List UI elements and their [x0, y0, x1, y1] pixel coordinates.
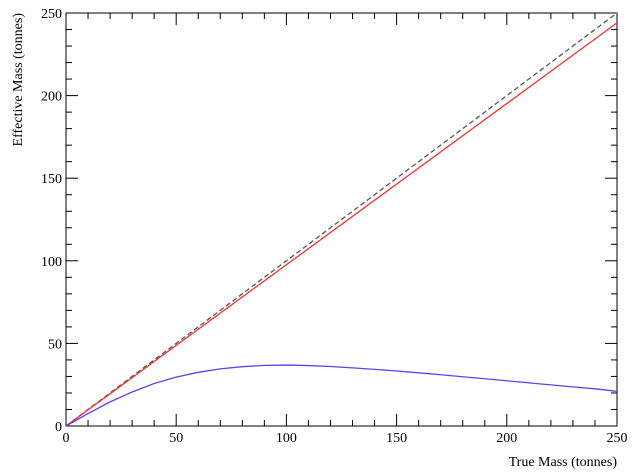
x-tick-label: 250	[607, 431, 628, 446]
y-axis-label: Effective Mass (tonnes)	[11, 13, 26, 147]
series-line-2	[65, 22, 618, 427]
y-tick-label: 100	[41, 255, 62, 270]
x-tick-label: 0	[63, 431, 70, 446]
axis-ticks	[65, 12, 618, 427]
plot-frame	[65, 12, 618, 427]
x-tick-label: 100	[276, 431, 297, 446]
x-tick-label: 50	[169, 431, 183, 446]
series-group	[65, 12, 618, 427]
y-tick-label: 150	[41, 172, 62, 187]
x-axis-label: True Mass (tonnes)	[509, 455, 618, 470]
y-tick-label: 200	[41, 90, 62, 105]
x-tick-label: 150	[386, 431, 407, 446]
y-tick-label: 0	[55, 420, 62, 435]
tick-labels: 0 50 100 150 200 250 0 50 100 150 200 250	[41, 7, 628, 446]
y-tick-label: 250	[41, 7, 62, 22]
x-tick-label: 200	[496, 431, 517, 446]
y-tick-label: 50	[48, 337, 62, 352]
series-line-3	[65, 364, 618, 427]
series-line-1	[65, 12, 618, 427]
